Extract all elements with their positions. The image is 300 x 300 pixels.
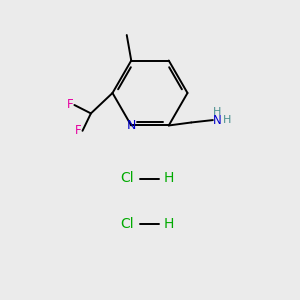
Text: H: H — [164, 172, 174, 185]
Text: H: H — [164, 217, 174, 230]
Text: H: H — [213, 107, 221, 117]
Text: N: N — [127, 119, 136, 132]
Text: F: F — [75, 124, 82, 137]
Text: H: H — [223, 115, 231, 125]
Text: Cl: Cl — [121, 217, 134, 230]
Text: F: F — [67, 98, 74, 112]
Text: Cl: Cl — [121, 172, 134, 185]
Text: N: N — [213, 114, 222, 127]
